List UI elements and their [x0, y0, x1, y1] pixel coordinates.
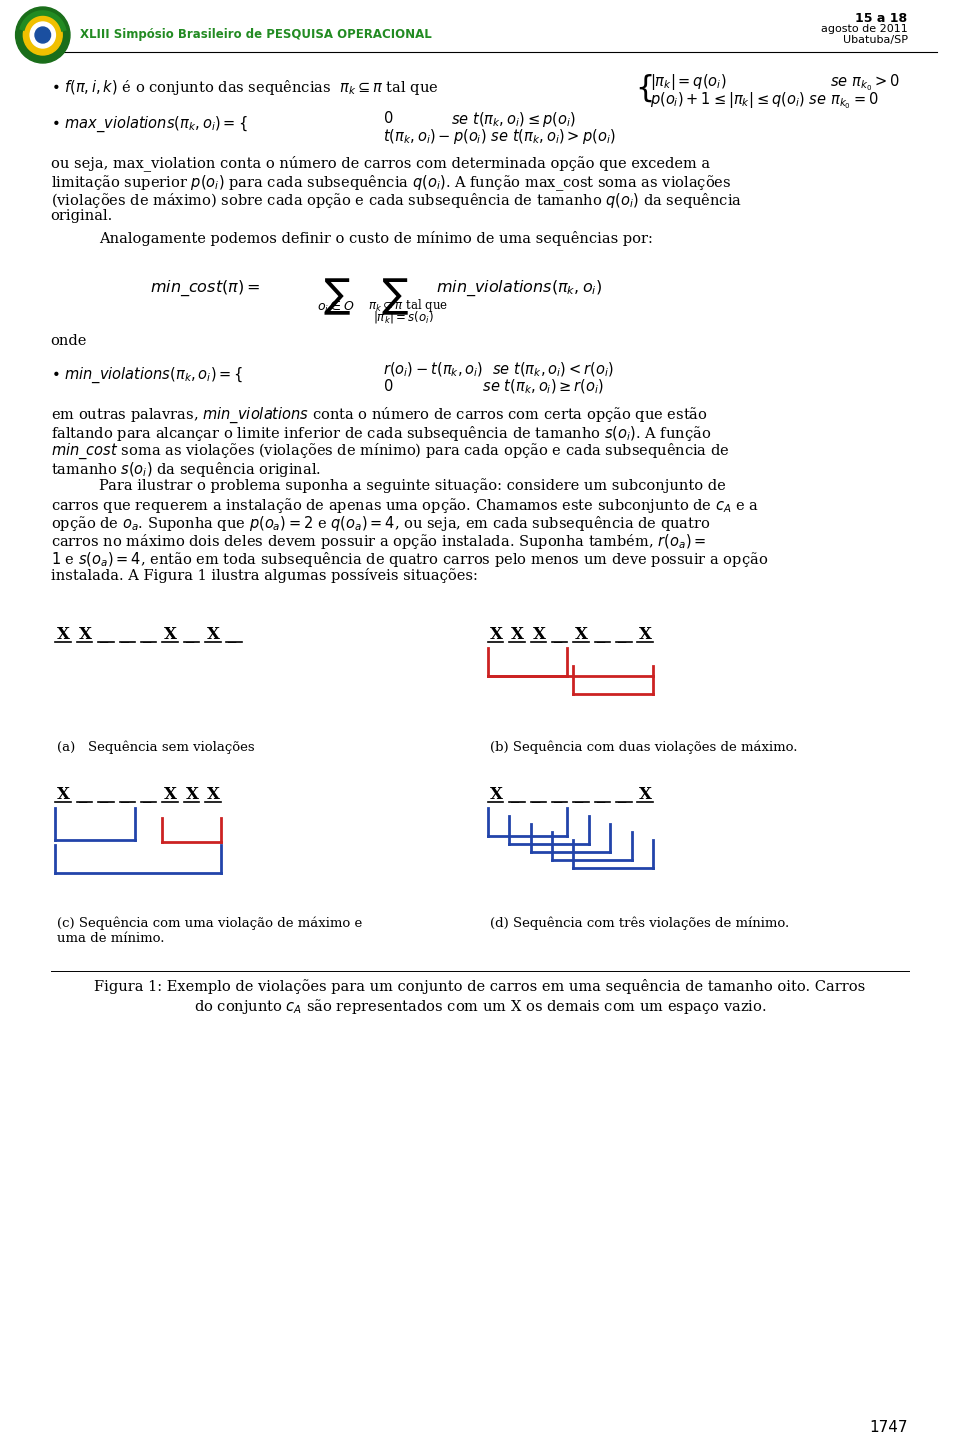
Text: onde: onde: [51, 333, 87, 348]
Text: X: X: [58, 626, 70, 644]
Text: $se\ \pi_{k_0} > 0$: $se\ \pi_{k_0} > 0$: [829, 72, 900, 92]
Text: _: _: [122, 626, 130, 644]
Text: opção de $o_a$. Suponha que $p(o_a) = 2$ e $q(o_a) = 4$, ou seja, em cada subseq: opção de $o_a$. Suponha que $p(o_a) = 2$…: [51, 514, 710, 532]
Text: _: _: [554, 786, 563, 802]
Text: $\pi_k \subset \pi$ tal que: $\pi_k \subset \pi$ tal que: [369, 297, 448, 315]
Text: X: X: [207, 626, 220, 644]
Text: X: X: [490, 626, 503, 644]
Text: $t(\pi_k, o_i) - p(o_i)\ se\ t(\pi_k, o_i) > p(o_i)$: $t(\pi_k, o_i) - p(o_i)\ se\ t(\pi_k, o_…: [383, 127, 615, 146]
Text: $p(o_i) + 1 \leq |\pi_k| \leq q(o_i)\ se\ \pi_{k_0} = 0$: $p(o_i) + 1 \leq |\pi_k| \leq q(o_i)\ se…: [650, 89, 878, 111]
Text: • $f(\pi, i, k)$ é o conjunto das sequências  $\pi_k \subseteq \pi$ tal que: • $f(\pi, i, k)$ é o conjunto das sequên…: [51, 78, 438, 97]
Text: _: _: [100, 786, 108, 802]
Circle shape: [23, 14, 62, 55]
Text: em outras palavras, $min\_violations$ conta o número de carros com certa opção q: em outras palavras, $min\_violations$ co…: [51, 405, 708, 426]
Text: $r(o_i) - t(\pi_k, o_i)\ \ se\ t(\pi_k, o_i) < r(o_i)$: $r(o_i) - t(\pi_k, o_i)\ \ se\ t(\pi_k, …: [383, 361, 613, 380]
Text: $\sum$: $\sum$: [323, 277, 350, 317]
Circle shape: [35, 27, 51, 43]
Text: X: X: [185, 786, 199, 802]
Text: _: _: [596, 786, 605, 802]
Text: $0$: $0$: [383, 110, 394, 126]
Text: X: X: [511, 626, 524, 644]
Text: X: X: [79, 626, 92, 644]
Text: X: X: [58, 786, 70, 802]
Text: instalada. A Figura 1 ilustra algumas possíveis situações:: instalada. A Figura 1 ilustra algumas po…: [51, 569, 477, 583]
Text: $1$ e $s(o_a) = 4$, então em toda subsequência de quatro carros pelo menos um de: $1$ e $s(o_a) = 4$, então em toda subseq…: [51, 550, 768, 569]
Text: (b) Sequência com duas violações de máximo.: (b) Sequência com duas violações de máxi…: [490, 742, 797, 755]
Text: ou seja, max_violation conta o número de carros com determinada opção que excede: ou seja, max_violation conta o número de…: [51, 154, 709, 170]
Text: X: X: [164, 786, 178, 802]
Circle shape: [30, 22, 56, 48]
Text: Analogamente podemos definir o custo de mínimo de uma sequências por:: Analogamente podemos definir o custo de …: [99, 231, 653, 245]
Text: $min\_cost$ soma as violações (violações de mínimo) para cada opção e cada subse: $min\_cost$ soma as violações (violações…: [51, 442, 730, 462]
Text: _: _: [185, 626, 194, 644]
Text: $min\_violations(\pi_k, o_i)$: $min\_violations(\pi_k, o_i)$: [436, 278, 603, 299]
Text: _: _: [143, 786, 152, 802]
Text: (d) Sequência com três violações de mínimo.: (d) Sequência com três violações de míni…: [490, 916, 789, 929]
Text: $o_i \in O$: $o_i \in O$: [317, 299, 354, 315]
Text: Para ilustrar o problema suponha a seguinte situação: considere um subconjunto d: Para ilustrar o problema suponha a segui…: [99, 478, 726, 494]
Text: $|\pi_k| = q(o_i)$: $|\pi_k| = q(o_i)$: [650, 72, 727, 92]
Text: original.: original.: [51, 209, 112, 224]
Text: X: X: [639, 786, 653, 802]
Text: _: _: [100, 626, 108, 644]
Text: (violações de máximo) sobre cada opção e cada subsequência de tamanho $q(o_i)$ d: (violações de máximo) sobre cada opção e…: [51, 190, 742, 211]
Text: $\sum$: $\sum$: [381, 277, 409, 317]
Text: _: _: [143, 626, 152, 644]
Text: (c) Sequência com uma violação de máximo e
uma de mínimo.: (c) Sequência com uma violação de máximo…: [58, 916, 363, 945]
Text: do conjunto $c_A$ são representados com um X os demais com um espaço vazio.: do conjunto $c_A$ são representados com …: [194, 997, 766, 1016]
Text: X: X: [575, 626, 588, 644]
Text: XLIII Simpósio Brasileiro de PESQUISA OPERACIONAL: XLIII Simpósio Brasileiro de PESQUISA OP…: [80, 27, 431, 40]
Text: carros que requerem a instalação de apenas uma opção. Chamamos este subconjunto : carros que requerem a instalação de apen…: [51, 496, 758, 515]
Text: • $min\_violations(\pi_k, o_i) = \{$: • $min\_violations(\pi_k, o_i) = \{$: [51, 367, 243, 385]
Text: _: _: [618, 786, 626, 802]
Text: X: X: [639, 626, 653, 644]
Text: $se\ t(\pi_k, o_i) \leq p(o_i)$: $se\ t(\pi_k, o_i) \leq p(o_i)$: [451, 110, 576, 128]
Text: • $max\_violations(\pi_k, o_i) = \{$: • $max\_violations(\pi_k, o_i) = \{$: [51, 115, 247, 134]
Text: faltando para alcançar o limite inferior de cada subsequência de tamanho $s(o_i): faltando para alcançar o limite inferior…: [51, 424, 710, 443]
Text: _: _: [228, 626, 237, 644]
Text: agosto de 2011: agosto de 2011: [821, 25, 907, 35]
Text: $|\pi_k| = s(o_i)$: $|\pi_k| = s(o_i)$: [373, 309, 434, 325]
Text: limitação superior $p(o_i)$ para cada subsequência $q(o_i)$. A função max_cost s: limitação superior $p(o_i)$ para cada su…: [51, 173, 731, 193]
Text: X: X: [164, 626, 178, 644]
Text: _: _: [575, 786, 584, 802]
Text: _: _: [79, 786, 87, 802]
Text: 1747: 1747: [869, 1420, 907, 1434]
Text: X: X: [533, 626, 545, 644]
Text: Ubatuba/SP: Ubatuba/SP: [843, 35, 907, 45]
Text: _: _: [533, 786, 540, 802]
Circle shape: [15, 7, 70, 63]
Text: _: _: [122, 786, 130, 802]
Text: _: _: [618, 626, 626, 644]
Text: 15 a 18: 15 a 18: [855, 12, 907, 25]
Text: _: _: [511, 786, 519, 802]
Text: carros no máximo dois deles devem possuir a opção instalada. Suponha também, $r(: carros no máximo dois deles devem possui…: [51, 532, 706, 551]
Text: $0\ \ \ \ \ \ \ \ \ \ \ \ \ \ \ \ \ \ \ se\ t(\pi_k, o_i) \geq r(o_i)$: $0\ \ \ \ \ \ \ \ \ \ \ \ \ \ \ \ \ \ \ …: [383, 378, 604, 397]
Text: X: X: [207, 786, 220, 802]
Text: tamanho $s(o_i)$ da sequência original.: tamanho $s(o_i)$ da sequência original.: [51, 460, 321, 479]
Text: _: _: [554, 626, 563, 644]
Text: $min\_cost(\pi) = $: $min\_cost(\pi) = $: [150, 278, 260, 299]
Text: _: _: [596, 626, 605, 644]
Text: $\{$: $\{$: [636, 72, 653, 104]
Text: Figura 1: Exemplo de violações para um conjunto de carros em uma sequência de ta: Figura 1: Exemplo de violações para um c…: [94, 978, 866, 994]
Text: X: X: [490, 786, 503, 802]
Text: (a)   Sequência sem violações: (a) Sequência sem violações: [58, 742, 255, 755]
